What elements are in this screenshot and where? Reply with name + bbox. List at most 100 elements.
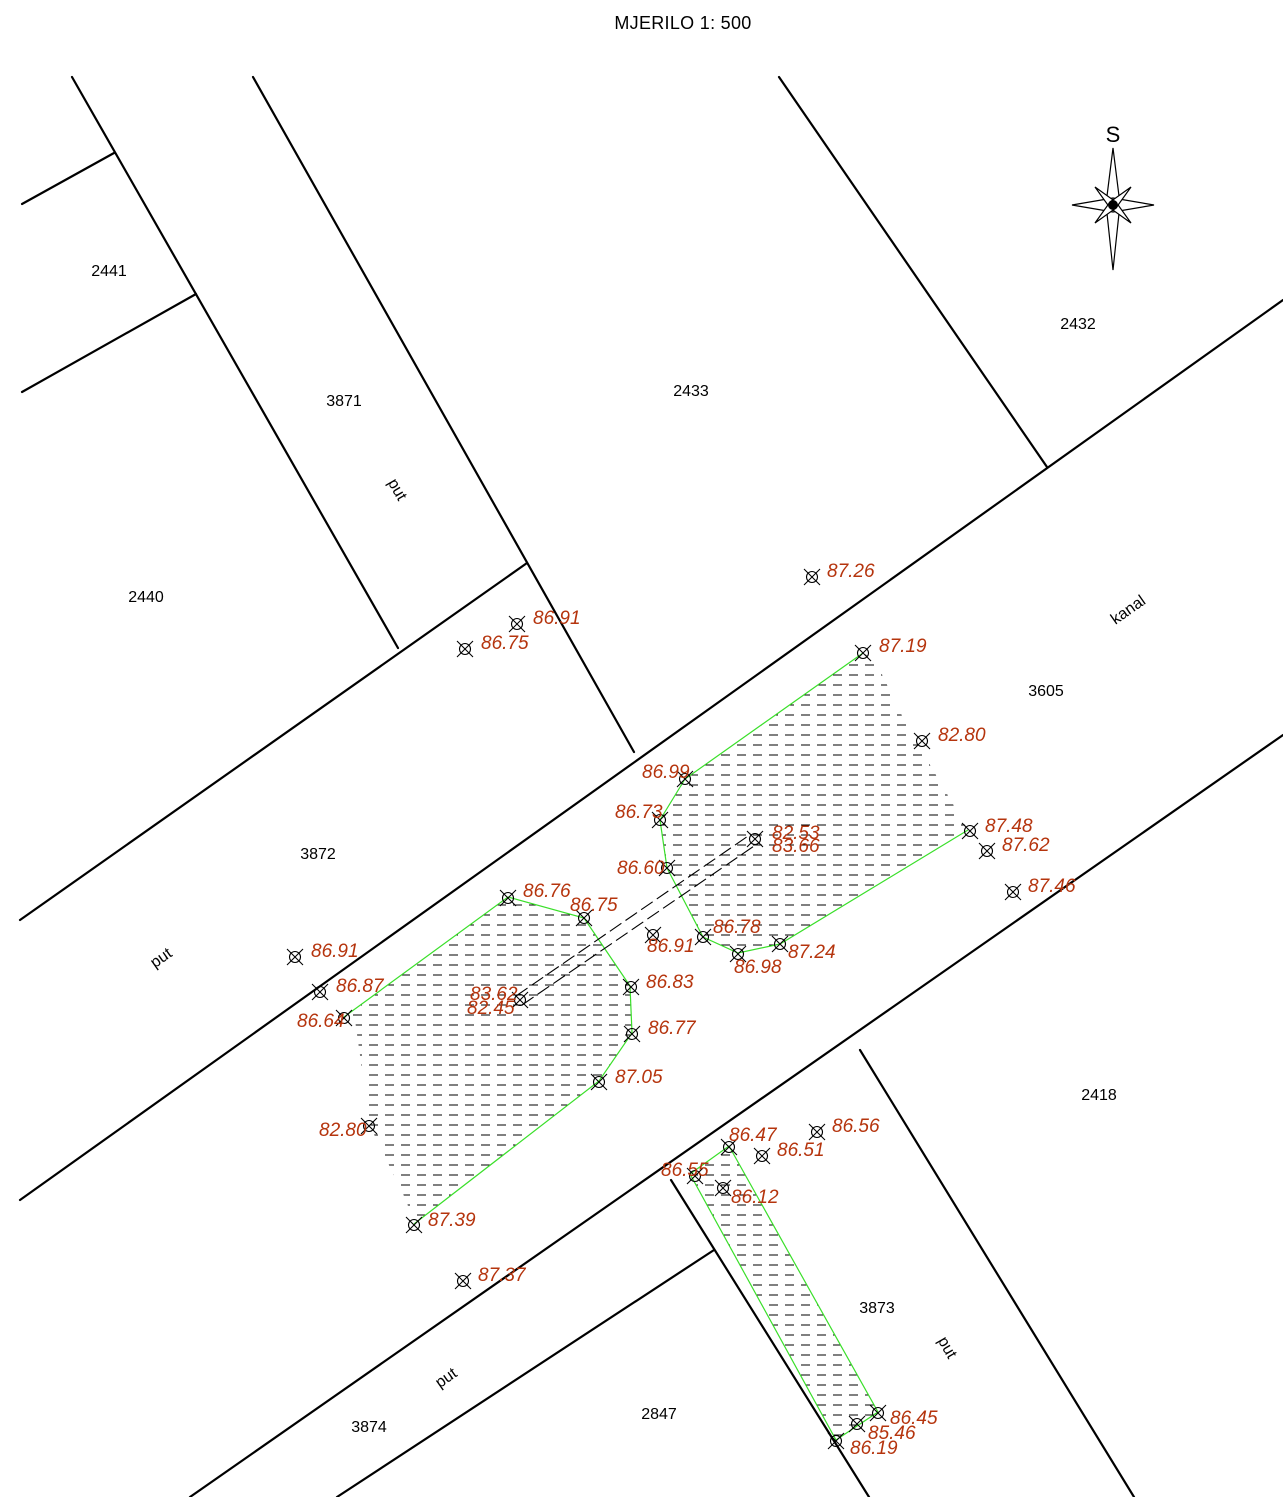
elevation-label: 82.80: [319, 1120, 367, 1141]
parcel-label: 2440: [128, 589, 164, 606]
boundary-line: [858, 1048, 1136, 1497]
survey-point-icon: [575, 909, 593, 927]
survey-point-icon: [676, 770, 694, 788]
survey-point-icon: [311, 983, 329, 1001]
survey-point-icon: [913, 732, 931, 750]
elevation-label: 83.62: [470, 984, 518, 1005]
elevation-labels: 87.26 86.91 86.75 87.19 82.80 86.99 86.7…: [297, 561, 1076, 1459]
elevation-label: 86.45: [890, 1408, 938, 1429]
survey-point-icon: [360, 1117, 378, 1135]
road-label: put: [432, 1365, 460, 1392]
elevation-label: 87.24: [788, 942, 836, 963]
parcel-label: 2418: [1081, 1087, 1117, 1104]
elevation-label: 87.05: [615, 1067, 663, 1088]
elevation-label: 82.80: [938, 725, 986, 746]
elevation-label: 86.76: [523, 881, 571, 902]
parcel-boundaries: [18, 75, 1283, 1497]
parcel-label: 3874: [351, 1419, 387, 1436]
parcel-label: 3873: [859, 1300, 895, 1317]
elevation-label: 86.47: [729, 1125, 778, 1146]
survey-point-icon: [854, 644, 872, 662]
road-label: put: [384, 476, 410, 504]
survey-point-icon: [729, 945, 747, 963]
area-outline-road: [689, 1145, 879, 1441]
survey-point-icon: [405, 1216, 423, 1234]
elevation-label: 86.99: [642, 762, 690, 783]
elevation-label: 87.37: [478, 1265, 527, 1286]
area-outline-north: [659, 652, 969, 954]
elevation-label: 86.75: [570, 895, 618, 916]
boundary-line: [70, 75, 400, 650]
survey-point-icon: [978, 842, 996, 860]
hatched-area-north: [660, 653, 968, 953]
elevation-label: 82.45: [467, 998, 515, 1019]
survey-point-icon: [644, 926, 662, 944]
survey-point-icon: [808, 1123, 826, 1141]
parcel-label: 3872: [300, 846, 336, 863]
elevation-label: 86.91: [311, 941, 359, 962]
elevation-label: 86.98: [734, 957, 782, 978]
boundary-line: [777, 75, 1049, 469]
survey-point-icon: [511, 991, 529, 1009]
survey-point-icon: [454, 1272, 472, 1290]
map-title: MJERILO 1: 500: [614, 13, 751, 33]
elevation-label: 82.53: [772, 823, 820, 844]
culvert-pipe: [515, 833, 758, 1006]
elevation-label: 86.19: [850, 1438, 898, 1459]
survey-points: [286, 568, 1022, 1450]
elevation-label: 86.87: [336, 976, 385, 997]
parcel-labels: 2441 3871 2433 2432 2440 3605 3872 2418 …: [91, 263, 1117, 1436]
survey-point-icon: [714, 1179, 732, 1197]
parcel-label: 3871: [326, 393, 362, 410]
elevation-label: 83.66: [772, 836, 820, 857]
survey-point-icon: [1004, 883, 1022, 901]
survey-point-icon: [456, 640, 474, 658]
survey-point-icon: [686, 1167, 704, 1185]
elevation-label: 86.77: [648, 1018, 697, 1039]
elevation-label: 86.56: [832, 1116, 880, 1137]
pipe-line: [515, 833, 752, 997]
road-label: put: [147, 945, 175, 972]
survey-point-icon: [658, 859, 676, 877]
parcel-label: 2441: [91, 263, 127, 280]
survey-point-icon: [335, 1009, 353, 1027]
elevation-label: 86.51: [777, 1140, 825, 1161]
boundary-line: [669, 1178, 871, 1497]
survey-point-icon: [869, 1404, 887, 1422]
elevation-label: 86.83: [646, 972, 694, 993]
elevation-label: 86.78: [713, 917, 761, 938]
elevation-label: 87.46: [1028, 876, 1076, 897]
parcel-label: 2433: [673, 383, 709, 400]
survey-point-icon: [720, 1138, 738, 1156]
parcel-label: 2432: [1060, 316, 1096, 333]
elevation-label: 87.26: [827, 561, 875, 582]
canal-north-edge: [18, 298, 1283, 1202]
elevation-label: 86.91: [533, 608, 581, 629]
compass-rose-icon: S: [1071, 122, 1155, 271]
survey-point-icon: [651, 811, 669, 829]
survey-point-icon: [622, 978, 640, 996]
survey-point-icon: [961, 822, 979, 840]
parcel-label: 3605: [1028, 683, 1064, 700]
survey-point-icon: [508, 615, 526, 633]
elevation-label: 86.60: [617, 858, 665, 879]
road-label: put: [934, 1334, 960, 1362]
hatched-area-road: [690, 1146, 878, 1440]
elevation-label: 87.19: [879, 636, 927, 657]
survey-point-icon: [499, 889, 517, 907]
boundary-line: [335, 1248, 716, 1497]
survey-point-icon: [771, 935, 789, 953]
survey-point-icon: [803, 568, 821, 586]
survey-point-icon: [848, 1415, 866, 1433]
compass-center: [1108, 200, 1118, 210]
compass-letter: S: [1106, 122, 1121, 147]
canal-south-edge: [188, 733, 1283, 1497]
boundary-line: [20, 292, 198, 394]
elevation-label: 87.62: [1002, 835, 1050, 856]
pipe-line: [521, 843, 758, 1006]
survey-point-icon: [286, 948, 304, 966]
elevation-label: 86.55: [661, 1160, 709, 1181]
survey-point-icon: [746, 830, 764, 848]
elevation-label: 86.64: [297, 1011, 345, 1032]
boundary-line: [18, 561, 529, 922]
